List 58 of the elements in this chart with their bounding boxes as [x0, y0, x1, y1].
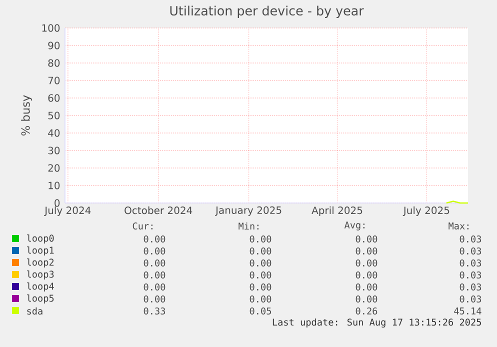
- text: 0.03: [460, 271, 482, 279]
- text: 0.00: [356, 247, 378, 255]
- legend-label: loop2: [27, 258, 54, 268]
- legend-label: loop5: [27, 294, 54, 304]
- y-tick-label: 10: [48, 182, 60, 190]
- text: 0.00: [356, 283, 378, 291]
- y-tick-label: 60: [48, 94, 60, 102]
- y-tick-label: 30: [48, 146, 60, 154]
- legend-label: loop0: [27, 234, 54, 244]
- y-tick-label: 50: [48, 112, 60, 120]
- y-tick-label: 0: [54, 199, 60, 207]
- legend-label: loop4: [27, 282, 54, 292]
- x-tick-label: July 2025: [402, 206, 450, 216]
- text: 0.26: [356, 307, 378, 315]
- text: 0.03: [460, 235, 482, 243]
- text: 0.00: [356, 271, 378, 279]
- text: 0.00: [144, 271, 166, 279]
- x-tick-label: April 2025: [312, 206, 362, 216]
- y-tick-label: 70: [48, 76, 60, 84]
- x-tick-label: January 2025: [215, 206, 282, 216]
- x-tick-label: October 2024: [124, 206, 192, 214]
- x-tick-label: July 2024: [44, 206, 91, 216]
- text: 0.00: [356, 235, 378, 243]
- text: 0.05: [250, 307, 271, 315]
- text: 0.00: [144, 283, 166, 291]
- text: 0.03: [460, 295, 482, 303]
- text: 0.00: [356, 295, 378, 303]
- y-axis-title: % busy: [21, 95, 32, 136]
- text: 0.00: [144, 247, 166, 255]
- chart-title: Utilization per device - by year: [170, 6, 364, 18]
- text: 0.00: [356, 259, 378, 267]
- text: 0.00: [250, 295, 272, 303]
- text: 0.03: [460, 259, 482, 267]
- text: Min:: [238, 222, 258, 230]
- text: 0.00: [250, 235, 272, 243]
- legend-label: sda: [27, 307, 42, 315]
- text: 0.03: [460, 283, 482, 291]
- y-tick-label: 90: [48, 42, 60, 50]
- text: Last update: Sun Aug 17 13:15:26 2025: [272, 318, 481, 328]
- legend-label: loop1: [27, 246, 54, 256]
- text: 0.00: [144, 295, 166, 303]
- text: 0.00: [250, 247, 272, 255]
- text: 0.00: [144, 259, 166, 267]
- text: Cur:: [132, 222, 152, 230]
- y-tick-label: 20: [48, 164, 60, 172]
- text: 0.00: [250, 259, 272, 267]
- text: 0.00: [250, 283, 272, 291]
- y-tick-label: 100: [42, 24, 60, 32]
- legend-label: loop3: [27, 270, 54, 280]
- text: 45.14: [454, 308, 482, 314]
- text: 0.03: [460, 247, 482, 255]
- text: 0.00: [250, 271, 272, 279]
- y-tick-label: 80: [48, 59, 60, 67]
- text: Avg:: [344, 222, 364, 230]
- text: Max:: [448, 222, 468, 230]
- text: 0.00: [144, 235, 166, 243]
- y-tick-label: 40: [48, 129, 60, 137]
- text: 0.33: [144, 307, 166, 315]
